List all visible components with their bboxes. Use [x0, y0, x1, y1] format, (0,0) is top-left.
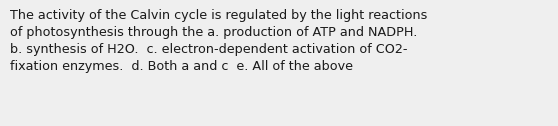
Text: The activity of the Calvin cycle is regulated by the light reactions
of photosyn: The activity of the Calvin cycle is regu… [10, 9, 427, 73]
